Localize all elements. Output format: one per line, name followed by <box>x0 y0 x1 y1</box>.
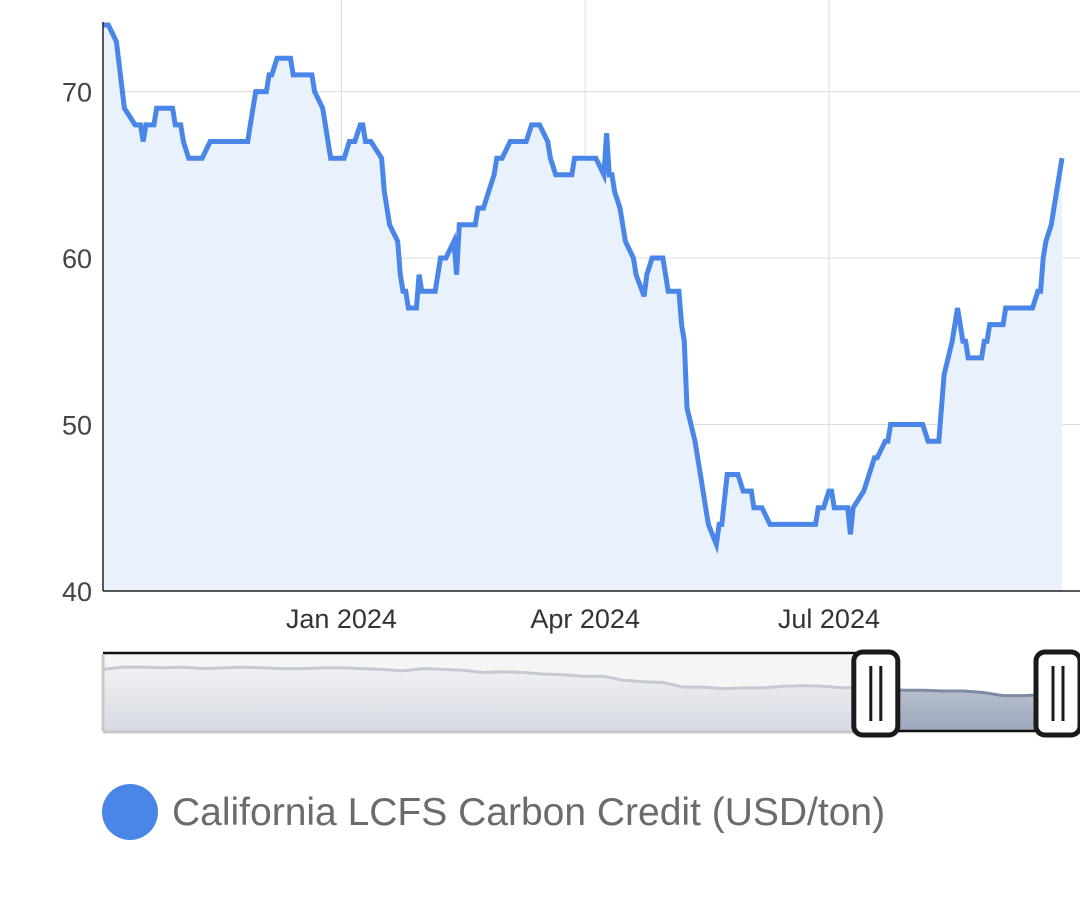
navigator-right-handle[interactable] <box>1033 649 1080 738</box>
range-navigator[interactable] <box>101 649 1080 738</box>
handle-body <box>851 649 901 738</box>
legend-label[interactable]: California LCFS Carbon Credit (USD/ton) <box>172 791 885 834</box>
x-axis-ticks: Jan 2024 Apr 2024 Jul 2024 <box>286 604 880 634</box>
y-tick-label: 50 <box>62 411 92 441</box>
navigator-selected-line <box>875 686 1063 698</box>
series-area <box>103 25 1062 591</box>
navigator-area <box>103 667 1063 731</box>
x-tick-label: Jul 2024 <box>778 604 880 634</box>
series-line <box>103 22 1065 555</box>
y-tick-label: 70 <box>62 78 92 108</box>
legend-marker <box>102 784 158 840</box>
y-tick-label: 60 <box>62 244 92 274</box>
navigator-left-handle[interactable] <box>851 649 901 738</box>
y-axis-ticks: 40 50 60 70 <box>62 78 92 607</box>
navigator-selected-area <box>875 688 1063 731</box>
x-tick-label: Jan 2024 <box>286 604 397 634</box>
handle-body <box>1033 649 1080 738</box>
y-tick-label: 40 <box>62 577 92 607</box>
axes <box>102 22 1080 592</box>
legend[interactable]: California LCFS Carbon Credit (USD/ton) <box>102 784 885 840</box>
x-tick-label: Apr 2024 <box>530 604 640 634</box>
navigator-selected-series <box>875 686 1063 731</box>
